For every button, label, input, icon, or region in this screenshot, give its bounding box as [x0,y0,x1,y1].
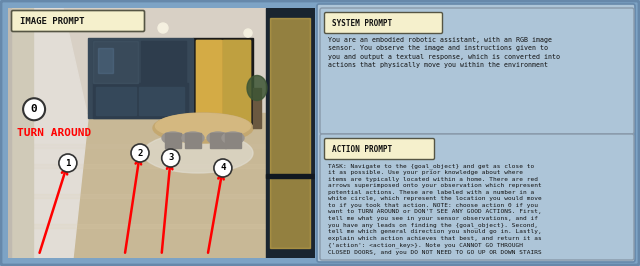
Bar [8,8,33,258]
Bar [165,133,181,148]
Text: TURN AROUND: TURN AROUND [17,128,92,138]
FancyBboxPatch shape [324,139,435,160]
Bar [93,41,138,83]
Text: ACTION PROMPT: ACTION PROMPT [332,144,392,153]
Polygon shape [88,38,193,118]
Ellipse shape [207,132,229,144]
Bar [8,113,315,258]
Bar [253,88,261,128]
Bar [193,38,253,128]
Circle shape [214,159,232,177]
Circle shape [59,154,77,172]
Ellipse shape [247,76,267,101]
Bar [270,18,310,248]
Bar [266,174,315,178]
Bar [225,133,241,148]
Ellipse shape [143,133,253,173]
Text: You are an embodied robotic assistant, with an RGB image
sensor. You observe the: You are an embodied robotic assistant, w… [328,37,560,68]
Bar [210,133,226,148]
Bar [8,144,315,148]
Text: 3: 3 [168,153,173,163]
Text: 4: 4 [220,164,225,172]
Ellipse shape [156,114,250,139]
Bar [196,40,221,125]
Text: SYSTEM PROMPT: SYSTEM PROMPT [332,19,392,27]
Bar [93,41,138,83]
Bar [8,164,315,168]
Bar [93,83,188,118]
Bar [266,8,315,258]
Bar [98,48,113,73]
Ellipse shape [222,132,244,144]
Text: 1: 1 [65,159,70,168]
Polygon shape [8,8,88,258]
Bar [8,8,315,118]
FancyBboxPatch shape [324,13,442,34]
Bar [8,224,315,228]
Ellipse shape [162,132,184,144]
Bar [139,87,184,115]
Bar [223,40,250,125]
Text: IMAGE PROMPT: IMAGE PROMPT [20,16,84,26]
Polygon shape [103,93,208,118]
Text: 0: 0 [31,104,38,114]
Bar [196,40,250,125]
Circle shape [131,144,149,162]
Bar [141,41,186,83]
Bar [185,133,201,148]
FancyBboxPatch shape [320,134,634,260]
Bar [96,87,136,115]
Ellipse shape [153,113,253,143]
FancyBboxPatch shape [317,4,635,262]
Circle shape [158,23,168,33]
FancyBboxPatch shape [320,8,634,134]
Bar [8,8,11,258]
Circle shape [162,149,180,167]
Bar [8,194,315,198]
Circle shape [244,29,252,37]
Text: TASK: Navigate to the {goal_object} and get as close to
it as possible. Use your: TASK: Navigate to the {goal_object} and … [328,163,541,255]
Circle shape [23,98,45,120]
FancyBboxPatch shape [12,10,145,31]
Ellipse shape [182,132,204,144]
Text: 2: 2 [138,148,143,157]
